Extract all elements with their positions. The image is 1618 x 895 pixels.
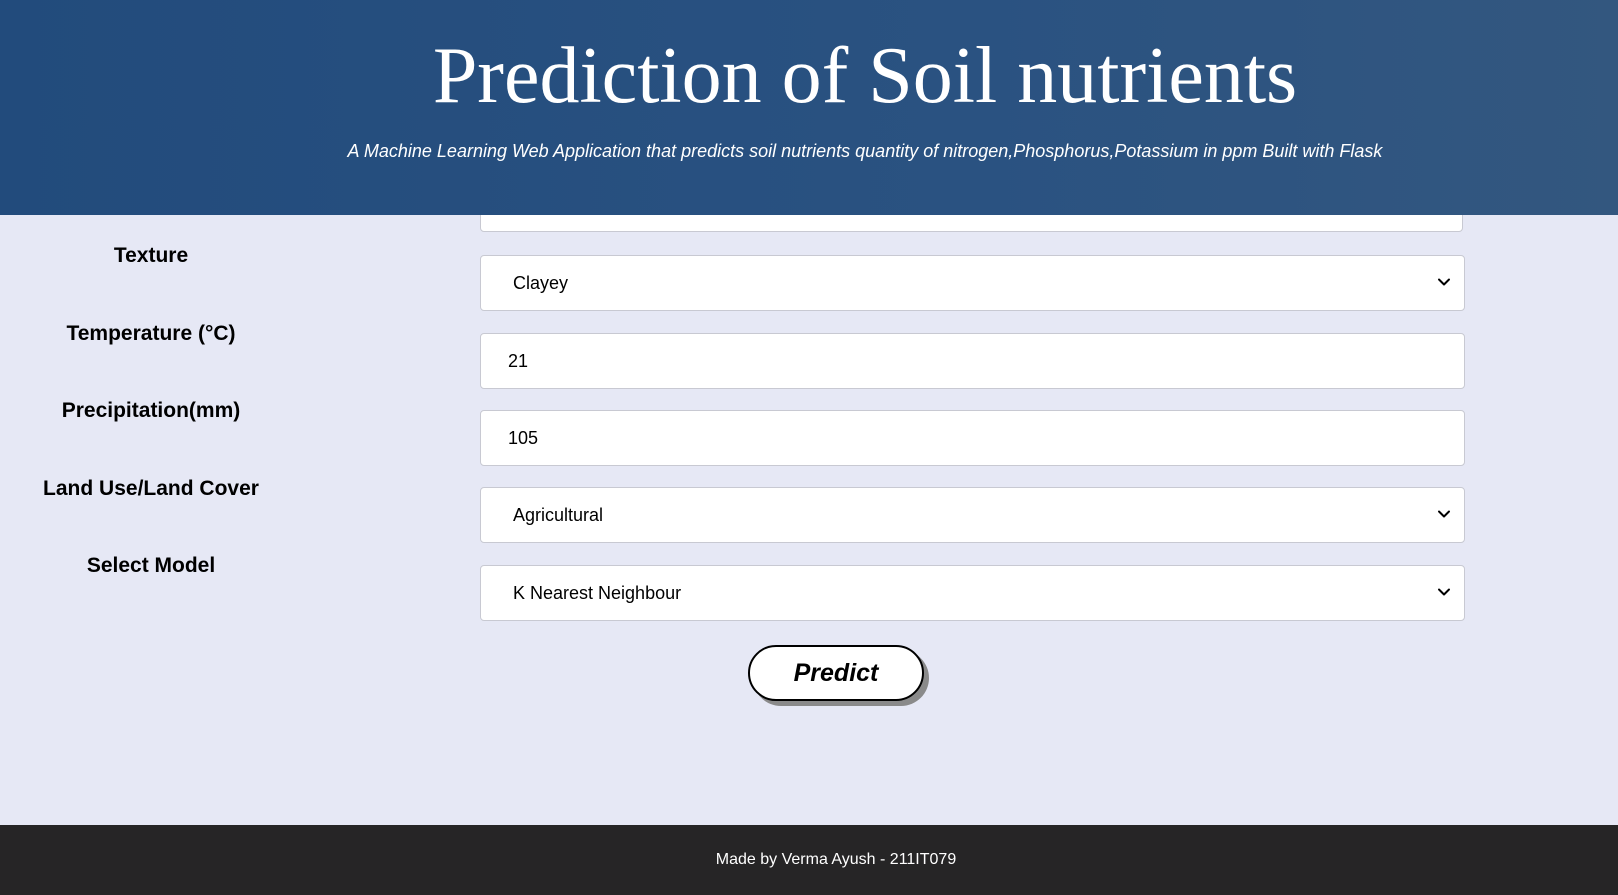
temperature-input-value: 21 xyxy=(508,351,529,371)
page-subtitle: A Machine Learning Web Application that … xyxy=(347,141,1383,161)
precipitation-input-value: 105 xyxy=(508,428,539,448)
page-title: Prediction of Soil nutrients xyxy=(432,32,1298,120)
chevron-down-icon xyxy=(1438,510,1450,518)
page-header: Prediction of Soil nutrients A Machine L… xyxy=(0,0,1618,215)
land-use-label: Land Use/Land Cover xyxy=(43,477,259,500)
land-use-select-value: Agricultural xyxy=(513,505,604,525)
temperature-label: Temperature (°C) xyxy=(66,322,236,345)
footer-credit: Made by Verma Ayush - 211IT079 xyxy=(715,851,957,868)
texture-select[interactable]: Clayey xyxy=(480,255,1465,311)
chevron-down-icon xyxy=(1438,278,1450,286)
model-select-value: K Nearest Neighbour xyxy=(513,583,682,603)
precipitation-input[interactable]: 105 xyxy=(480,410,1465,466)
texture-label: Texture xyxy=(113,244,189,267)
land-use-select[interactable]: Agricultural xyxy=(480,487,1465,543)
chevron-down-icon xyxy=(1438,588,1450,596)
temperature-input[interactable]: 21 xyxy=(480,333,1465,389)
precipitation-label: Precipitation(mm) xyxy=(61,399,241,422)
predict-button[interactable]: Predict xyxy=(748,645,924,701)
texture-select-value: Clayey xyxy=(513,273,569,293)
page-footer: Made by Verma Ayush - 211IT079 xyxy=(0,825,1618,895)
model-select[interactable]: K Nearest Neighbour xyxy=(480,565,1465,621)
model-label: Select Model xyxy=(86,554,216,577)
